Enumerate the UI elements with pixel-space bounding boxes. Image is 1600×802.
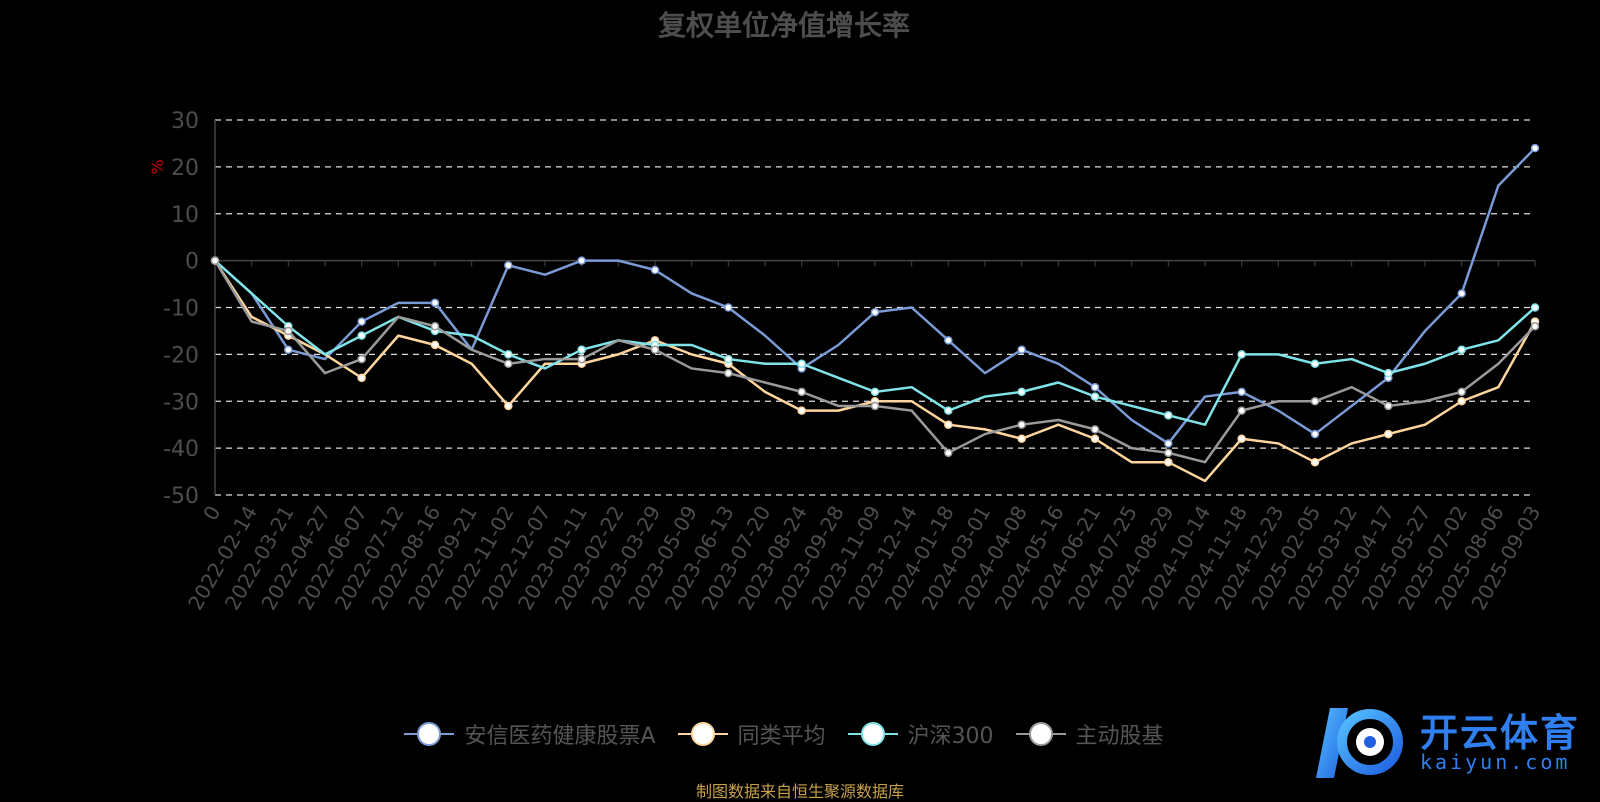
data-point [650,265,660,275]
data-point [1164,439,1173,448]
data-point [357,354,366,364]
data-point [1164,457,1173,467]
y-tick-label: 30 [171,109,199,134]
legend-marker-icon [847,722,898,746]
data-point [1090,425,1100,434]
data-point [1384,401,1393,411]
data-point [504,359,513,368]
data-point [944,420,953,429]
watermark-logo: 开云体育 kaiyun.com [1308,698,1588,790]
data-point [1090,392,1100,401]
data-point [1017,345,1026,354]
data-point [430,322,440,331]
data-point [1237,434,1246,443]
data-point [944,406,953,415]
y-tick-label: -50 [163,484,199,509]
y-tick-label: -30 [163,390,199,415]
chart-title: 复权单位净值增长率 [657,9,910,42]
data-point [1237,350,1246,359]
data-point [1164,448,1173,458]
data-point [504,261,513,270]
data-point [1017,387,1026,397]
data-point [1530,303,1540,312]
data-point [430,340,440,350]
data-point [1310,457,1320,467]
data-point [650,345,660,354]
data-point [870,307,880,317]
data-point [797,387,806,397]
data-point [1530,143,1540,153]
data-point [724,303,733,312]
data-point [1457,397,1466,406]
legend-label: 安信医药健康股票A [464,724,656,749]
x-tick-label: 0 [198,502,225,525]
legend-marker-icon [1015,722,1066,746]
data-point [1017,420,1026,429]
y-tick-label: 20 [171,156,199,181]
legend-label: 同类平均 [737,724,826,749]
logo-brand-text: 开云体育 [1420,711,1581,755]
data-point [577,256,586,265]
data-point [504,350,513,359]
legend-item-series-1[interactable]: 同类平均 [677,718,826,750]
line-chart: 3020100-10-20-30-40-50%02022-02-142022-0… [148,109,1545,614]
data-point [1310,359,1320,368]
data-point [1017,434,1026,443]
data-point [944,448,953,458]
data-point [1457,289,1466,298]
data-point [357,331,366,340]
legend-label: 主动股基 [1075,724,1164,749]
data-point [1310,397,1320,406]
data-point [504,401,513,411]
data-point [870,401,880,411]
legend-item-series-0[interactable]: 安信医药健康股票A [404,718,656,750]
data-point [577,354,586,364]
data-point [1090,382,1100,392]
data-point [284,345,293,354]
y-tick-label: 10 [171,203,199,228]
data-point [577,345,586,354]
data-point [1237,406,1246,415]
data-point [1090,434,1100,443]
kaiyun-logo-icon [1316,708,1403,778]
data-point [870,387,880,397]
data-point [1530,322,1540,331]
data-point [944,336,953,345]
y-axis-label: % [148,159,167,174]
data-point [724,368,733,378]
legend-marker-icon [404,722,455,746]
logo-domain-text: kaiyun.com [1420,750,1571,774]
y-tick-label: 0 [185,250,199,275]
legend-marker-icon [677,722,728,746]
data-point [1237,387,1246,397]
data-point [1310,429,1320,439]
legend-label: 沪深300 [907,724,994,749]
y-tick-label: -20 [163,343,199,368]
data-point [430,298,440,308]
data-point [797,406,806,415]
data-point [1164,411,1173,420]
data-point [1384,368,1393,378]
y-tick-label: -10 [163,297,199,322]
data-source-note: 制图数据来自恒生聚源数据库 [695,782,904,801]
legend-item-series-2[interactable]: 沪深300 [847,718,994,750]
data-point [357,317,366,326]
data-point [797,359,806,368]
chart-legend: 安信医药健康股票A 同类平均 沪深300 主动股基 [0,718,1568,750]
data-point [724,354,733,364]
data-point [1457,345,1466,354]
legend-item-series-3[interactable]: 主动股基 [1015,718,1164,750]
data-point [1457,387,1466,397]
data-point [357,373,366,383]
data-point [210,256,220,265]
data-point [284,326,293,336]
data-point [1384,429,1393,439]
y-tick-label: -40 [163,437,199,462]
